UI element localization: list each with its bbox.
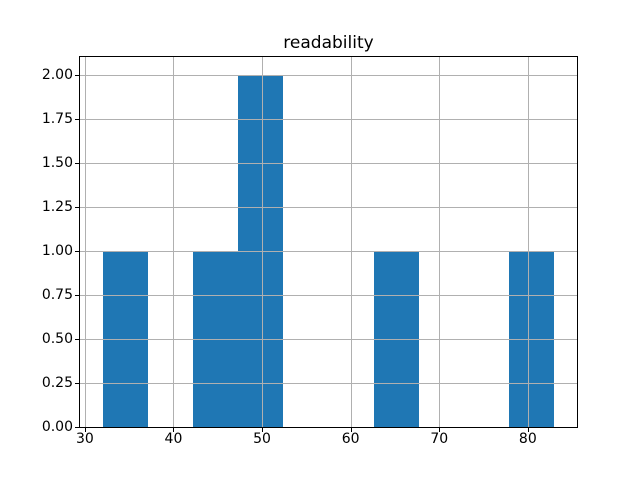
y-tick (75, 382, 79, 384)
x-tick (84, 428, 86, 432)
x-tick-label: 50 (253, 431, 271, 447)
x-tick (173, 428, 175, 432)
y-tick-label: 0.00 (41, 419, 73, 435)
y-tick (75, 427, 79, 428)
y-gridline (80, 206, 577, 208)
y-tick-label: 0.50 (41, 330, 73, 347)
y-gridline (80, 427, 577, 428)
x-gridline (527, 57, 529, 427)
x-gridline (173, 57, 175, 427)
y-tick (75, 206, 79, 208)
y-gridline (80, 294, 577, 296)
y-gridline (80, 250, 577, 252)
y-tick-label: 0.75 (41, 286, 73, 303)
y-gridline (80, 74, 577, 76)
x-tick (527, 428, 529, 432)
y-gridline (80, 162, 577, 164)
x-tick (262, 428, 264, 432)
x-tick-label: 70 (430, 431, 449, 447)
y-tick (75, 118, 79, 120)
x-tick (439, 428, 441, 432)
x-gridline (439, 57, 441, 427)
plot-area (80, 57, 577, 428)
y-tick-label: 1.75 (41, 110, 73, 127)
y-tick (75, 250, 79, 252)
x-gridline (84, 57, 86, 427)
y-tick-label: 1.50 (41, 154, 73, 171)
x-tick (350, 428, 352, 432)
x-gridline (262, 57, 264, 427)
x-tick-label: 60 (341, 431, 360, 447)
y-tick-label: 1.00 (41, 242, 73, 259)
chart-title: readability (283, 33, 374, 53)
y-tick (75, 338, 79, 340)
y-tick-label: 2.00 (41, 66, 73, 83)
y-gridline (80, 338, 577, 340)
y-tick (75, 74, 79, 76)
x-tick-label: 40 (164, 431, 183, 447)
y-tick (75, 294, 79, 296)
y-tick-label: 0.25 (41, 374, 73, 391)
x-gridline (350, 57, 352, 427)
y-gridline (80, 118, 577, 120)
y-gridline (80, 382, 577, 384)
y-tick (75, 162, 79, 164)
x-tick-label: 30 (75, 431, 94, 447)
y-tick-label: 1.25 (41, 198, 73, 215)
x-tick-label: 80 (518, 431, 537, 447)
